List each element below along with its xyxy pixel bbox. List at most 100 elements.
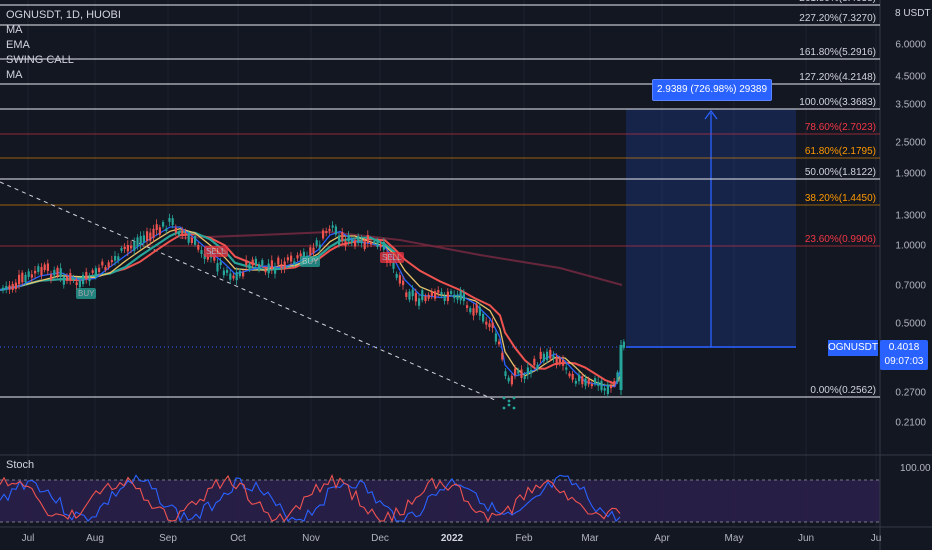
candle-body <box>290 255 293 262</box>
fib-level-label: 161.80%(5.2916) <box>799 47 876 58</box>
candlesticks[interactable] <box>2 213 625 410</box>
legend-indicator-ma[interactable]: MA <box>6 24 23 36</box>
candle-body <box>600 380 603 391</box>
candle-body <box>181 230 184 236</box>
candle-body <box>491 322 494 328</box>
legend-symbol[interactable]: OGNUSDT, 1D, HUOBI <box>6 9 121 21</box>
candle-body <box>376 240 379 247</box>
candle-body <box>318 244 321 249</box>
candle-body <box>302 251 305 258</box>
candle-body <box>610 385 613 389</box>
candle-body <box>414 292 417 302</box>
candle-body <box>549 349 552 359</box>
candle-body <box>606 384 609 394</box>
candle-body <box>437 290 440 293</box>
candle-body <box>82 274 85 285</box>
fib-level-label: 50.00%(1.8122) <box>804 167 876 178</box>
swing-call-dot <box>507 399 511 403</box>
candle-body <box>190 237 193 243</box>
candle-body <box>482 314 485 322</box>
signal-marker[interactable]: SELL <box>380 252 404 263</box>
time-tick-label: Jun <box>797 533 815 544</box>
candle-body <box>494 333 497 342</box>
candle-body <box>398 275 401 284</box>
candle-body <box>78 280 81 288</box>
candle-body <box>331 225 334 228</box>
candle-body <box>216 263 219 272</box>
time-tick-label: Nov <box>302 533 320 544</box>
candle-body <box>229 273 232 280</box>
candle-body <box>558 358 561 364</box>
candle-body <box>245 260 248 266</box>
signal-marker[interactable]: BUY <box>300 256 321 267</box>
candle-body <box>168 217 171 222</box>
candle-body <box>325 230 328 233</box>
candle-body <box>360 239 363 244</box>
candle-body <box>578 374 581 382</box>
candle-body <box>485 321 488 325</box>
measure-label[interactable]: 2.9389 (726.98%) 29389 <box>652 79 772 101</box>
time-tick-label: Feb <box>515 533 533 544</box>
candle-body <box>248 263 251 271</box>
candle-body <box>472 308 475 316</box>
fib-level-label: 78.60%(2.7023) <box>804 122 876 133</box>
signal-marker[interactable]: SELL <box>204 246 228 257</box>
candle-body <box>405 292 408 297</box>
fib-level-label: 38.20%(1.4450) <box>804 193 876 204</box>
time-tick-label: May <box>724 533 744 544</box>
candle-body <box>123 246 126 250</box>
candle-body <box>46 263 49 271</box>
price-tick-label: 0.7000 <box>895 280 926 292</box>
stoch-level-label: 100.00 <box>900 463 931 474</box>
candle-body <box>379 244 382 248</box>
time-tick-label: 2022 <box>440 533 464 544</box>
candle-body <box>53 269 56 276</box>
candle-body <box>14 282 17 290</box>
candle-body <box>242 272 245 277</box>
candle-body <box>21 272 24 283</box>
candle-body <box>421 290 424 301</box>
candle-body <box>453 294 456 299</box>
time-tick-label: Sep <box>159 533 177 544</box>
candle-body <box>75 282 78 286</box>
candle-body <box>267 263 270 274</box>
candle-body <box>219 261 222 265</box>
candle-body <box>402 280 405 286</box>
candle-body <box>232 275 235 279</box>
candle-body <box>72 277 75 280</box>
candle-body <box>565 367 568 370</box>
fib-level-label: 61.80%(2.1795) <box>804 146 876 157</box>
candle-body <box>107 262 110 268</box>
candle-body <box>357 236 360 244</box>
fib-level-label: 23.60%(0.9906) <box>804 234 876 245</box>
time-tick-label: Mar <box>581 533 599 544</box>
candle-body <box>50 274 53 280</box>
candle-body <box>149 232 152 241</box>
candle-body <box>69 273 72 281</box>
candle-body <box>43 264 46 271</box>
candle-body <box>363 240 366 249</box>
legend-indicator-ema[interactable]: EMA <box>6 39 30 51</box>
candle-body <box>456 294 459 300</box>
candle-body <box>504 371 507 377</box>
trend-line[interactable] <box>0 181 496 401</box>
candle-body <box>517 370 520 374</box>
candle-body <box>533 358 536 366</box>
swing-call-dot <box>512 396 516 400</box>
fibonacci-lines[interactable] <box>0 4 880 398</box>
candle-body <box>299 253 302 257</box>
candle-body <box>296 255 299 259</box>
legend-indicator-swing-call[interactable]: SWING CALL <box>6 54 74 66</box>
candle-body <box>520 369 523 378</box>
candle-body <box>8 285 11 290</box>
signal-marker[interactable]: BUY <box>76 288 97 299</box>
stoch-title[interactable]: Stoch <box>6 459 35 471</box>
candle-body <box>536 364 539 369</box>
price-axis-unit[interactable]: 8 USDT <box>895 8 931 19</box>
candle-body <box>286 257 289 261</box>
legend-indicator-ma-2[interactable]: MA <box>6 69 23 81</box>
fib-level-label: 100.00%(3.3683) <box>799 97 876 108</box>
swing-call-dot <box>502 396 506 400</box>
price-tick-label: 4.5000 <box>895 71 926 83</box>
